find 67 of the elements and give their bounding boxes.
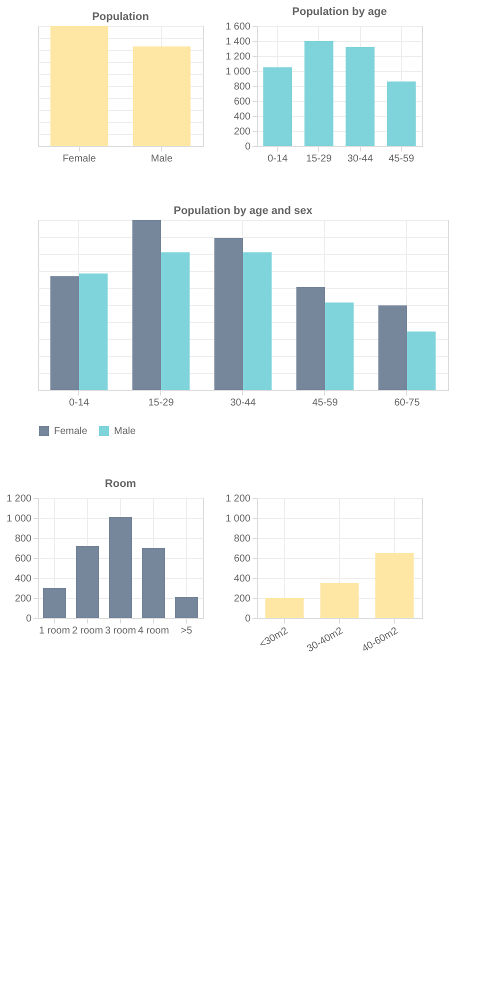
legend-label: Female (54, 426, 88, 437)
y-tick-label: 1 200 (225, 52, 251, 62)
bar (407, 332, 436, 390)
y-tick-label: 400 (14, 574, 32, 584)
x-tick-label: 30-44 (347, 154, 374, 164)
x-tick-label: 15-29 (148, 398, 174, 408)
x-tick-label: 60-75 (394, 398, 420, 408)
y-tick-label: 1 000 (225, 514, 251, 524)
bar (263, 67, 292, 146)
y-tick-label: 0 (244, 614, 251, 624)
x-tick-label: 15-29 (306, 154, 332, 164)
y-tick-label: 1 200 (225, 494, 251, 504)
bar (378, 305, 407, 390)
y-tick-label: 800 (234, 534, 251, 544)
bar (265, 598, 304, 618)
y-tick-label: 1 000 (6, 514, 32, 524)
x-tick-label: 3 room (104, 626, 136, 636)
chart-title: Population by age (292, 6, 387, 18)
x-tick-label: 1 room (38, 626, 70, 636)
x-tick-label: 0-14 (268, 154, 288, 164)
bar (320, 583, 359, 618)
y-tick-label: 200 (234, 126, 251, 138)
bar (161, 252, 190, 390)
chart-title: Population (92, 11, 150, 23)
y-tick-label: 800 (234, 82, 251, 92)
y-tick-label: 600 (234, 96, 251, 108)
bar (214, 238, 243, 390)
x-tick-label: 30-44 (230, 398, 256, 408)
bar (375, 553, 414, 618)
y-tick-label: 0 (244, 142, 251, 152)
x-tick-label: Female (62, 154, 96, 164)
bar (243, 252, 272, 390)
bar (50, 276, 79, 390)
bar (79, 274, 108, 390)
x-tick-label: 0-14 (68, 398, 90, 408)
bar (304, 41, 334, 146)
bar (42, 588, 66, 618)
y-tick-label: 400 (234, 574, 251, 584)
chart-title: Population by age and sex (174, 205, 314, 217)
bar (142, 548, 166, 618)
chart-title: Room (104, 478, 136, 490)
y-tick-label: 600 (14, 554, 32, 564)
y-tick-label: 200 (234, 594, 251, 604)
bar (296, 286, 325, 390)
x-tick-label: 45-59 (312, 398, 338, 408)
bar (174, 597, 198, 618)
y-tick-label: 1 600 (225, 22, 251, 32)
x-tick-label: Male (150, 154, 174, 164)
bar (76, 546, 100, 618)
x-tick-label: 45-59 (388, 154, 415, 164)
bar (346, 47, 375, 146)
x-tick-label: 2 room (72, 626, 104, 636)
bar (132, 220, 161, 390)
bar (386, 82, 416, 146)
y-tick-label: 1 200 (6, 494, 32, 504)
y-tick-label: 0 (26, 614, 32, 624)
y-tick-label: 200 (14, 594, 32, 604)
x-tick-label: 4 room (138, 626, 170, 636)
y-tick-label: 400 (234, 112, 251, 122)
legend-label: Male (114, 426, 136, 437)
bar (325, 302, 354, 390)
y-tick-label: 1 400 (225, 36, 251, 48)
y-tick-label: 1 000 (225, 66, 251, 78)
bar (108, 517, 132, 618)
y-tick-label: 800 (14, 534, 32, 544)
y-tick-label: 600 (234, 554, 251, 564)
x-tick-label: >5 (180, 626, 193, 636)
